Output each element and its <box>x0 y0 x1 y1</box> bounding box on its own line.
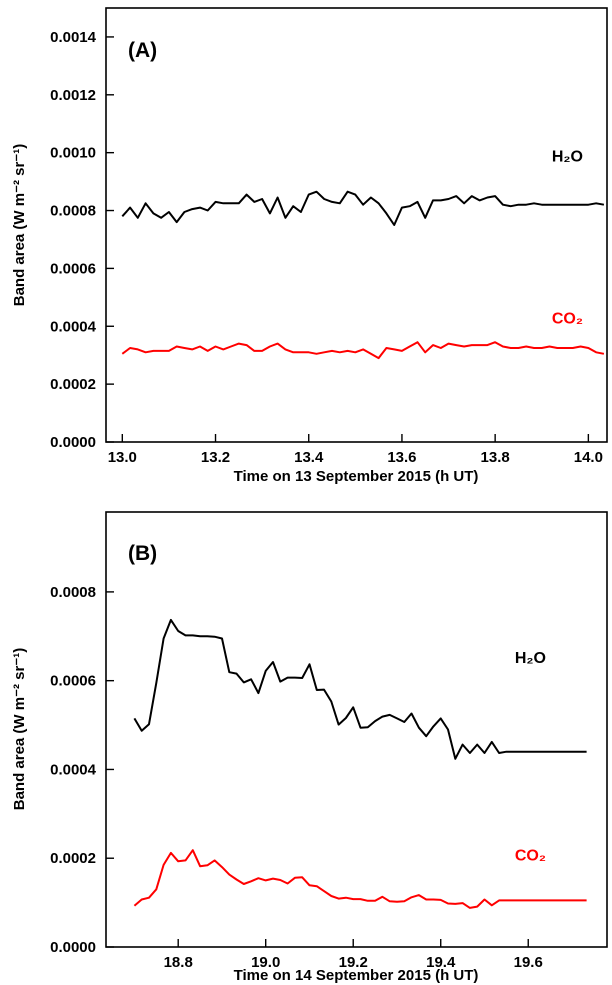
x-tick-label: 13.4 <box>294 449 324 466</box>
series-line-co2 <box>133 849 587 909</box>
panel-b-x-ticks: 18.8 19.0 19.2 19.4 19.6 <box>164 939 543 971</box>
series-annotation: H₂O <box>515 650 546 667</box>
y-tick-label: 0.0002 <box>50 376 96 393</box>
x-tick-label: 13.2 <box>201 449 230 466</box>
panel-b: (B) Time on 14 September 2015 (h UT) Ban… <box>11 511 608 984</box>
x-tick-label: 18.8 <box>164 954 193 971</box>
panel-a-frame <box>105 7 608 443</box>
x-tick-label: 14.0 <box>574 449 603 466</box>
series-line-h2o <box>133 618 587 760</box>
panel-b-xlabel: Time on 14 September 2015 (h UT) <box>234 967 479 984</box>
x-tick-label: 19.0 <box>251 954 280 971</box>
y-tick-label: 0.0004 <box>50 318 97 335</box>
series-annotation: CO₂ <box>552 310 583 327</box>
y-tick-label: 0.0014 <box>50 29 97 46</box>
x-tick-label: 19.6 <box>514 954 543 971</box>
x-tick-label: 19.2 <box>339 954 368 971</box>
panel-b-frame <box>105 511 608 948</box>
panel-a-x-ticks: 13.0 13.2 13.4 13.6 13.8 14.0 <box>108 434 603 466</box>
panel-b-y-ticks: 0.0000 0.0002 0.0004 0.0006 0.0008 <box>50 584 114 956</box>
series-annotation: CO₂ <box>515 847 546 864</box>
y-tick-label: 0.0004 <box>50 761 97 778</box>
y-tick-label: 0.0008 <box>50 203 96 220</box>
panel-a-annotations: H₂O CO₂ <box>552 148 583 327</box>
panel-a: (A) Time on 13 September 2015 (h UT) Ban… <box>11 7 608 485</box>
x-tick-label: 19.4 <box>426 954 456 971</box>
y-tick-label: 0.0000 <box>50 434 96 451</box>
y-tick-label: 0.0010 <box>50 145 96 162</box>
panel-a-ylabel: Band area (W m⁻² sr⁻¹) <box>11 144 28 307</box>
panel-a-xlabel: Time on 13 September 2015 (h UT) <box>234 468 479 485</box>
y-tick-label: 0.0006 <box>50 673 96 690</box>
panel-a-label: (A) <box>128 39 157 62</box>
series-line-h2o <box>121 190 605 226</box>
panel-b-annotations: H₂O CO₂ <box>515 650 546 865</box>
x-tick-label: 13.8 <box>481 449 510 466</box>
y-tick-label: 0.0012 <box>50 87 96 104</box>
x-tick-label: 13.6 <box>387 449 416 466</box>
panel-b-ylabel: Band area (W m⁻² sr⁻¹) <box>11 648 28 811</box>
panel-b-series <box>133 618 587 909</box>
panel-a-series <box>121 190 605 360</box>
series-line-co2 <box>121 341 605 360</box>
series-annotation: H₂O <box>552 148 583 165</box>
x-tick-label: 13.0 <box>108 449 137 466</box>
y-tick-label: 0.0000 <box>50 939 96 956</box>
panel-b-label: (B) <box>128 542 157 565</box>
panel-a-y-ticks: 0.0000 0.0002 0.0004 0.0006 0.0008 0.0010 0.00… <box>50 29 114 451</box>
y-tick-label: 0.0002 <box>50 850 96 867</box>
y-tick-label: 0.0006 <box>50 260 96 277</box>
y-tick-label: 0.0008 <box>50 584 96 601</box>
